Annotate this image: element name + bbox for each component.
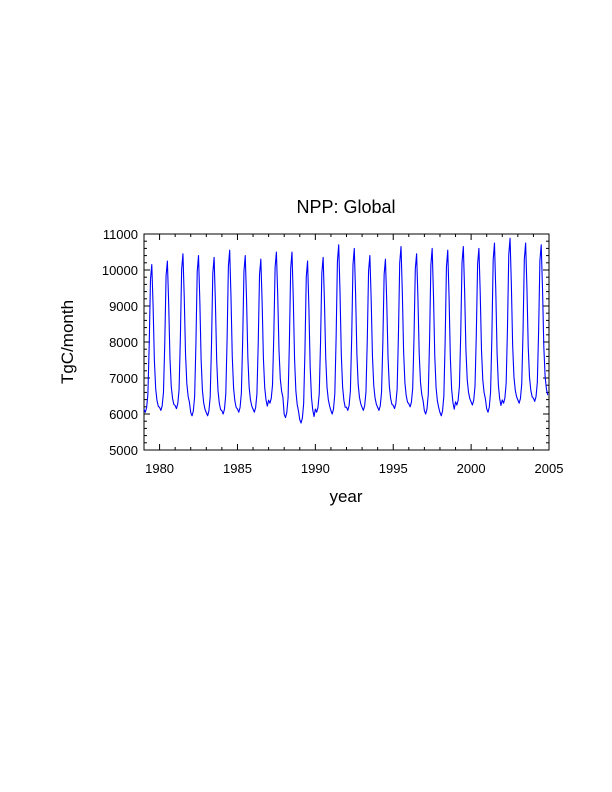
y-tick-label: 8000 <box>109 335 138 350</box>
y-tick-label: 5000 <box>109 443 138 458</box>
x-tick-label: 1990 <box>301 461 330 476</box>
npp-series-line <box>143 237 549 424</box>
y-tick-label: 6000 <box>109 407 138 422</box>
x-tick-label: 2005 <box>535 461 564 476</box>
x-tick-label: 1995 <box>379 461 408 476</box>
chart-title: NPP: Global <box>296 197 395 217</box>
y-tick-label: 9000 <box>109 299 138 314</box>
x-tick-label: 1985 <box>223 461 252 476</box>
x-tick-label: 1980 <box>145 461 174 476</box>
plot-area: 1980 1985 1990 1995 2000 2005 5000 6000 7000 8000… <box>102 227 564 476</box>
x-tick-label: 2000 <box>457 461 486 476</box>
plot-frame <box>143 233 550 451</box>
y-tick-label: 10000 <box>102 263 138 278</box>
y-tick-label: 7000 <box>109 371 138 386</box>
y-tick-label: 11000 <box>103 227 138 242</box>
x-axis-label: year <box>329 487 362 506</box>
y-axis-label: TgC/month <box>58 300 77 384</box>
